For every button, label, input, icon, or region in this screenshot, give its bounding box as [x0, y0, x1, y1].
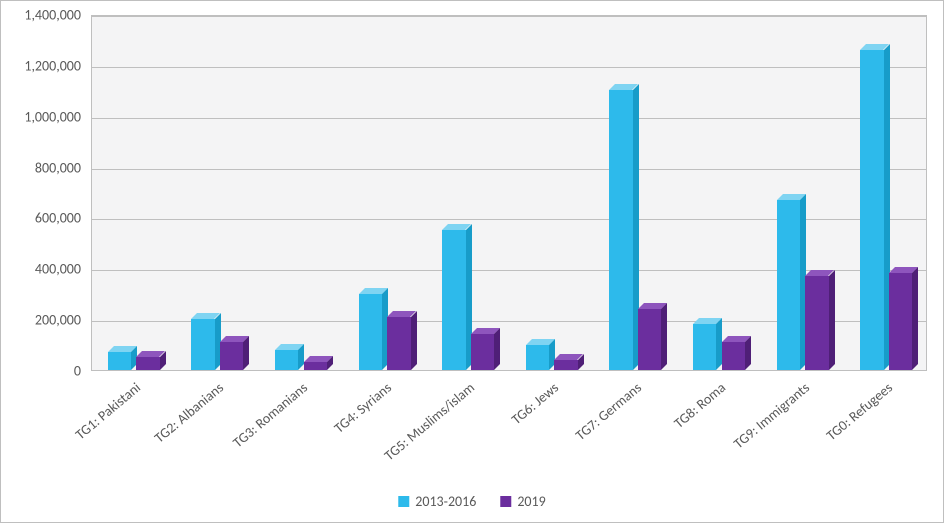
y-tick-label: 400,000: [1, 261, 81, 278]
bar-side-face: [829, 270, 835, 370]
bar: [777, 200, 800, 370]
bar: [554, 360, 577, 370]
x-tick-label: TG7: Germans: [573, 379, 646, 444]
gridline: [92, 67, 926, 68]
bar: [693, 324, 716, 370]
gridline: [92, 16, 926, 17]
x-tick-label: TG1: Pakistani: [72, 379, 144, 443]
bar: [860, 50, 883, 370]
gridline: [92, 118, 926, 119]
y-tick-label: 600,000: [1, 210, 81, 227]
x-tick-label: TG8: Roma: [671, 379, 729, 432]
bar-side-face: [661, 303, 667, 370]
x-tick-label: TG0: Refugees: [823, 379, 896, 444]
bar: [136, 357, 159, 370]
y-tick-label: 1,000,000: [1, 108, 81, 125]
y-tick-label: 1,400,000: [1, 7, 81, 24]
x-tick-label: TG4: Syrians: [330, 379, 394, 437]
plot-area: [91, 15, 927, 371]
x-tick-label: TG3: Romanians: [230, 379, 311, 451]
legend-label: 2019: [517, 493, 545, 510]
bar: [805, 276, 828, 370]
bar: [442, 230, 465, 370]
bar: [191, 319, 214, 370]
bar: [304, 362, 327, 370]
y-tick-label: 1,200,000: [1, 57, 81, 74]
bar: [220, 342, 243, 370]
bar: [638, 309, 661, 370]
x-tick-label: TG6: Jews: [508, 379, 562, 428]
y-tick-label: 200,000: [1, 312, 81, 329]
x-tick-label: TG2: Albanians: [151, 379, 227, 446]
bar: [108, 352, 131, 370]
legend-swatch: [500, 496, 511, 507]
bar: [722, 342, 745, 370]
legend-swatch: [398, 496, 409, 507]
x-tick-label: TG9: Immigrants: [730, 379, 813, 452]
y-tick-label: 800,000: [1, 159, 81, 176]
bar: [275, 350, 298, 370]
legend-item: 2019: [500, 493, 545, 510]
y-tick-label: 0: [1, 363, 81, 380]
bar-side-face: [243, 336, 249, 370]
x-tick-label: TG5: Muslims/islam: [381, 379, 478, 464]
gridline: [92, 169, 926, 170]
bar: [471, 334, 494, 370]
legend-item: 2013-2016: [398, 493, 476, 510]
chart-frame: 0 200,000 400,000 600,000 800,000 1,000,000 1,…: [0, 0, 944, 523]
bar-side-face: [411, 311, 417, 370]
bars-layer: [92, 16, 926, 370]
bar: [609, 90, 632, 370]
bar: [387, 317, 410, 370]
legend-label: 2013-2016: [415, 493, 476, 510]
bar-side-face: [745, 336, 751, 370]
legend: 2013-2016 2019: [398, 493, 545, 510]
bar: [359, 294, 382, 370]
bar: [526, 345, 549, 370]
bar: [889, 273, 912, 370]
bar-side-face: [494, 328, 500, 370]
bar-side-face: [912, 267, 918, 370]
